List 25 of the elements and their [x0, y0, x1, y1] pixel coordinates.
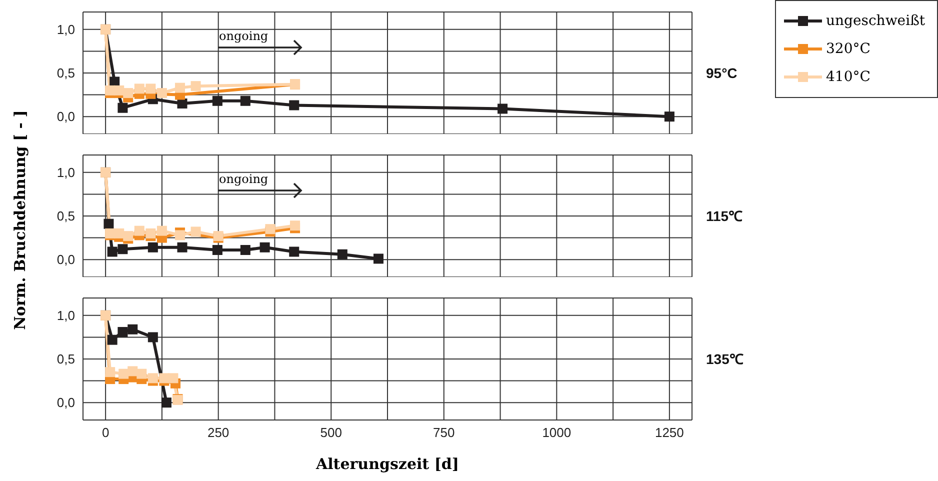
x-tick-label: 250: [207, 425, 230, 440]
y-tick-label: 1,0: [56, 308, 75, 324]
y-tick-label: 1,0: [56, 22, 75, 38]
x-tick-label: 1000: [542, 425, 572, 440]
y-tick-label: 0,0: [56, 252, 75, 268]
annotation: ongoing: [219, 29, 268, 43]
y2-axis-title: 115℃: [706, 208, 743, 224]
x-axis-title: Alterungszeit [d]: [314, 455, 460, 473]
y-axis-title: Norm. Bruchdehnung [ - ]: [11, 110, 29, 330]
y-tick-label: 0,0: [56, 109, 75, 124]
x-tick-label: 0: [102, 425, 110, 440]
legend-label: 320°C: [826, 41, 870, 57]
x-tick-label: 750: [433, 425, 455, 440]
y-tick-label: 0,5: [56, 66, 75, 81]
annotation: ongoing: [219, 172, 268, 186]
legend-label: 410°C: [826, 69, 870, 85]
y2-axis-title: 95°C: [706, 64, 738, 81]
x-tick-label: 500: [320, 425, 342, 440]
y-tick-label: 0,5: [56, 352, 75, 367]
y-tick-label: 0,0: [56, 395, 75, 410]
y-tick-label: 1,0: [56, 165, 75, 180]
y-tick-label: 0,5: [56, 208, 75, 224]
y2-axis-title: 135℃: [706, 350, 744, 367]
legend-label: ungeschweißt: [826, 13, 926, 29]
x-tick-label: 1250: [654, 425, 684, 440]
